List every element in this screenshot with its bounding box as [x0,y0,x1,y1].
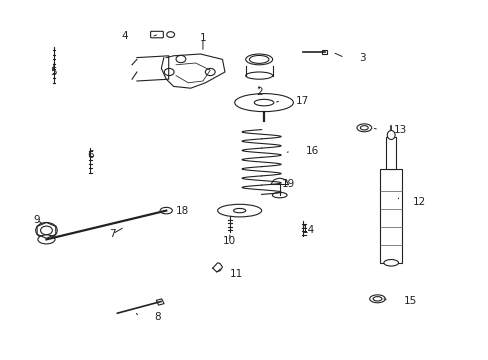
Ellipse shape [233,208,245,213]
Text: 4: 4 [121,31,128,41]
Text: 1: 1 [199,33,206,43]
Ellipse shape [249,55,268,63]
Text: 11: 11 [229,269,243,279]
Bar [386,137,395,169]
Ellipse shape [383,260,398,266]
Text: 18: 18 [176,206,189,216]
Ellipse shape [245,72,272,79]
Bar [322,50,326,54]
FancyBboxPatch shape [150,31,163,38]
Bar [380,169,401,263]
Ellipse shape [386,131,394,140]
Ellipse shape [38,235,55,244]
Ellipse shape [160,207,172,214]
Text: 12: 12 [412,197,426,207]
Text: 8: 8 [154,312,161,322]
Circle shape [164,68,174,76]
Ellipse shape [272,193,286,198]
Circle shape [36,222,57,238]
Ellipse shape [360,126,367,130]
Text: 16: 16 [305,146,318,156]
Text: 9: 9 [33,215,40,225]
Text: 6: 6 [87,150,94,160]
Bar [156,299,164,305]
Ellipse shape [217,204,261,217]
Text: 19: 19 [281,179,295,189]
Circle shape [41,226,52,235]
Text: 17: 17 [295,96,308,106]
Text: 10: 10 [223,236,236,246]
Text: 15: 15 [403,296,416,306]
Circle shape [176,55,185,63]
Text: 14: 14 [301,225,314,235]
Circle shape [205,68,215,76]
Text: 3: 3 [359,53,366,63]
Ellipse shape [245,54,272,65]
Ellipse shape [254,99,273,106]
Ellipse shape [234,94,293,112]
Text: 7: 7 [109,229,116,239]
Circle shape [166,32,174,37]
Ellipse shape [369,295,385,303]
Text: 2: 2 [255,87,262,97]
Ellipse shape [372,297,381,301]
Ellipse shape [356,124,371,132]
Text: 13: 13 [393,125,406,135]
Text: 5: 5 [50,67,57,77]
